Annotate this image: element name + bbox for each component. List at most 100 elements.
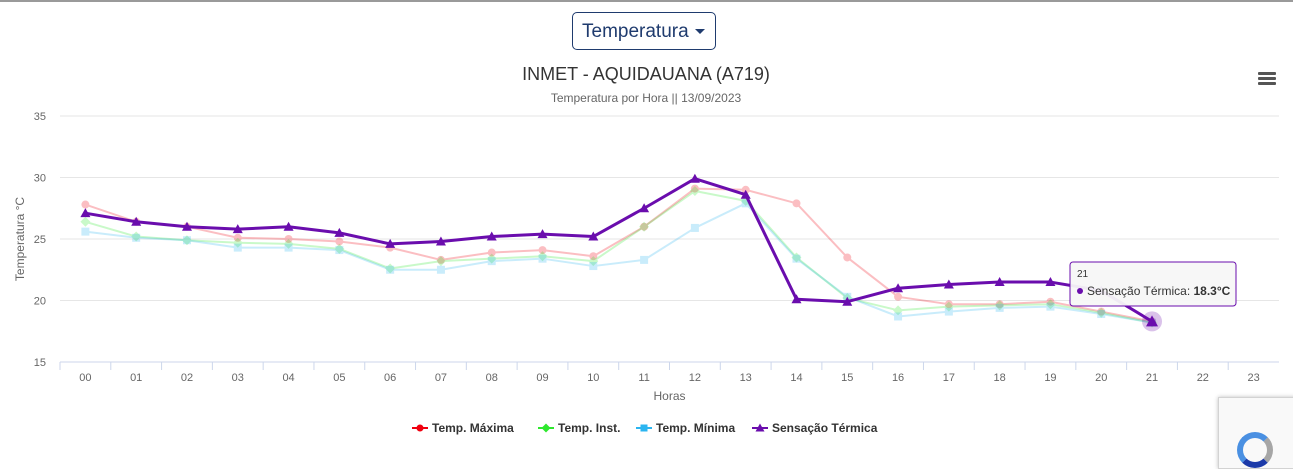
series-line	[85, 190, 1153, 324]
legend-item[interactable]: Temp. Máxima	[412, 421, 514, 435]
x-tick-label: 00	[79, 372, 91, 384]
tooltip: 21 Sensação Térmica: 18.3°C	[1069, 261, 1237, 307]
temperature-chart: INMET - AQUIDAUANA (A719) Temperatura por…	[13, 64, 1279, 435]
data-point	[435, 236, 446, 246]
x-tick-label: 17	[943, 372, 955, 384]
data-point	[537, 251, 548, 262]
data-point	[640, 255, 649, 264]
data-point	[284, 243, 293, 252]
data-point	[131, 231, 142, 242]
data-point	[232, 237, 243, 248]
data-point	[740, 189, 751, 199]
x-tick-label: 04	[282, 372, 294, 384]
data-point	[588, 231, 599, 241]
x-tick-label: 07	[435, 372, 447, 384]
data-point	[132, 233, 141, 242]
chart-subtitle: Temperatura por Hora || 13/09/2023	[551, 91, 742, 105]
hover-point	[1146, 315, 1159, 327]
data-point	[995, 303, 1004, 312]
tooltip-bullet	[1077, 288, 1083, 294]
data-point	[1045, 299, 1056, 310]
data-point	[589, 252, 598, 261]
recaptcha-badge[interactable]	[1218, 397, 1293, 469]
data-point	[843, 253, 852, 262]
x-tick-label: 03	[232, 372, 244, 384]
variable-select[interactable]: Temperatura	[572, 12, 716, 50]
y-tick-label: 20	[34, 296, 46, 308]
legend-marker	[755, 423, 765, 432]
data-point	[689, 173, 700, 183]
x-tick-label: 09	[536, 372, 548, 384]
data-point	[486, 253, 497, 264]
recaptcha-icon	[1237, 432, 1273, 468]
y-axis-label: Temperatura °C	[13, 197, 27, 281]
x-tick-label: 18	[994, 372, 1006, 384]
legend-label: Temp. Mínima	[656, 421, 735, 435]
data-point	[81, 227, 90, 236]
legend-item[interactable]: Temp. Mínima	[636, 421, 735, 435]
data-point	[283, 221, 294, 231]
data-point	[232, 224, 243, 234]
data-point	[1045, 277, 1056, 287]
legend-marker	[640, 424, 648, 432]
tooltip-value-line: Sensação Térmica: 18.3°C	[1087, 284, 1231, 298]
tooltip-category: 21	[1077, 269, 1089, 280]
data-point	[944, 300, 953, 309]
x-tick-label: 21	[1146, 372, 1158, 384]
data-point	[640, 222, 649, 231]
data-point	[893, 283, 904, 293]
y-tick-label: 15	[34, 357, 46, 369]
data-point	[233, 233, 242, 242]
data-point	[1097, 310, 1106, 319]
y-tick-label: 30	[34, 173, 46, 185]
legend-item[interactable]: Temp. Inst.	[538, 421, 620, 435]
data-point	[284, 235, 293, 243]
data-point	[791, 294, 802, 304]
data-point	[386, 265, 395, 274]
legend-marker	[416, 424, 424, 432]
x-tick-label: 23	[1247, 372, 1259, 384]
data-point	[436, 255, 445, 264]
data-point	[944, 307, 953, 316]
data-point	[994, 277, 1005, 287]
data-point	[385, 238, 396, 248]
data-point	[792, 254, 801, 263]
x-tick-label: 13	[740, 372, 752, 384]
legend-item[interactable]: Sensação Térmica	[752, 421, 878, 435]
tooltip-value: 18.3°C	[1194, 284, 1231, 298]
variable-select-value: Temperatura	[582, 21, 689, 42]
legend-label: Temp. Máxima	[432, 421, 514, 435]
data-point	[639, 203, 650, 213]
x-tick-label: 05	[333, 372, 345, 384]
y-tick-label: 35	[34, 111, 46, 123]
data-point	[385, 263, 396, 274]
x-tick-label: 08	[486, 372, 498, 384]
data-point	[182, 236, 191, 245]
hamburger-menu-icon	[1258, 72, 1276, 75]
data-point	[690, 223, 699, 232]
chart-menu-button[interactable]	[1258, 72, 1276, 86]
data-point	[1046, 297, 1055, 306]
x-tick-label: 06	[384, 372, 396, 384]
data-point	[537, 229, 548, 239]
x-tick-label: 12	[689, 372, 701, 384]
chart-title: INMET - AQUIDAUANA (A719)	[522, 64, 770, 84]
x-axis-label: Horas	[653, 389, 685, 403]
data-point	[334, 227, 345, 237]
data-point	[994, 300, 1005, 311]
data-point	[538, 254, 547, 263]
x-tick-label: 02	[181, 372, 193, 384]
data-point	[1097, 307, 1106, 316]
legend-marker	[541, 423, 551, 433]
series-sensa-o-t-rmica	[80, 173, 1158, 326]
series-temp-inst-	[80, 186, 1158, 328]
data-point	[842, 296, 853, 306]
series-temp-m-xima	[81, 184, 1157, 326]
data-point	[1096, 307, 1107, 318]
data-point	[894, 312, 903, 321]
data-point	[943, 301, 954, 312]
data-point	[335, 237, 344, 246]
data-point	[80, 208, 91, 218]
series-temp-m-nima	[81, 199, 1157, 327]
data-point	[995, 300, 1004, 309]
